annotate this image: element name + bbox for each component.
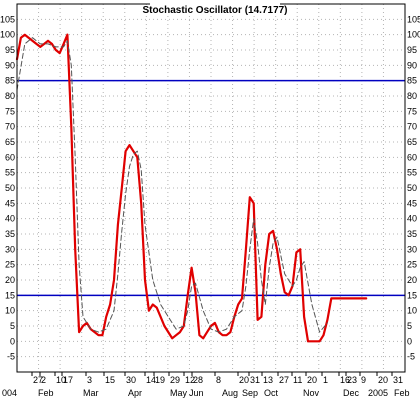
x-month-label: Sep bbox=[242, 388, 258, 398]
title-backdrop bbox=[150, 3, 280, 16]
oscillator-line bbox=[15, 33, 368, 343]
x-day-label: 11 bbox=[293, 375, 302, 385]
x-day-label: 12 bbox=[185, 375, 195, 385]
x-day-label: 28 bbox=[193, 375, 203, 385]
x-month-label: Apr bbox=[128, 388, 142, 398]
y-tick-label-left: 85 bbox=[5, 76, 15, 86]
y-tick-label-right: 70 bbox=[407, 122, 417, 132]
y-tick-label-right: 0 bbox=[407, 336, 412, 346]
x-day-label: 20 bbox=[378, 375, 388, 385]
x-day-label: 2 bbox=[41, 375, 46, 385]
series-layer bbox=[15, 33, 368, 343]
x-day-label: 15 bbox=[105, 375, 115, 385]
y-tick-label-left: 55 bbox=[5, 168, 15, 178]
y-tick-label-right: 100 bbox=[407, 30, 420, 40]
y-tick-label-left: 35 bbox=[5, 229, 15, 239]
y-tick-label-left: 75 bbox=[5, 106, 15, 116]
y-tick-label-right: 85 bbox=[407, 76, 417, 86]
chart-title: Stochastic Oscillator (14.7177) bbox=[142, 5, 287, 16]
y-tick-label-right: 75 bbox=[407, 106, 417, 116]
x-month-label: Oct bbox=[264, 388, 279, 398]
x-month-label: 004 bbox=[2, 388, 17, 398]
x-day-label: 9 bbox=[361, 375, 366, 385]
x-day-label: 3 bbox=[87, 375, 92, 385]
y-tick-label-left: 30 bbox=[5, 244, 15, 254]
y-tick-label-right: -5 bbox=[407, 352, 415, 362]
y-tick-label-left: 80 bbox=[5, 91, 15, 101]
y-tick-label-left: 20 bbox=[5, 275, 15, 285]
x-day-label: 13 bbox=[263, 375, 273, 385]
x-day-label: 31 bbox=[250, 375, 260, 385]
y-tick-label-right: 95 bbox=[407, 45, 417, 55]
x-day-label: 19 bbox=[155, 375, 165, 385]
y-tick-label-right: 25 bbox=[407, 260, 417, 270]
y-tick-label-left: 60 bbox=[5, 152, 15, 162]
x-day-label: 30 bbox=[126, 375, 136, 385]
y-tick-label-left: 25 bbox=[5, 260, 15, 270]
y-tick-label-right: 35 bbox=[407, 229, 417, 239]
x-day-label: 1 bbox=[323, 375, 328, 385]
x-month-label: Nov bbox=[303, 388, 320, 398]
x-month-label: Jun bbox=[189, 388, 204, 398]
y-tick-label-right: 60 bbox=[407, 152, 417, 162]
y-tick-label-left: 90 bbox=[5, 60, 15, 70]
x-day-label: 20 bbox=[307, 375, 317, 385]
y-tick-label-left: 65 bbox=[5, 137, 15, 147]
x-month-label: May bbox=[170, 388, 188, 398]
y-tick-label-left: 40 bbox=[5, 214, 15, 224]
x-day-label: 14 bbox=[146, 375, 156, 385]
x-month-label: Feb bbox=[394, 388, 410, 398]
y-tick-label-right: 45 bbox=[407, 198, 417, 208]
y-tick-label-left: 45 bbox=[5, 198, 15, 208]
y-tick-label-right: 90 bbox=[407, 60, 417, 70]
y-tick-label-left: 100 bbox=[0, 30, 15, 40]
x-day-label: 17 bbox=[63, 375, 73, 385]
y-tick-label-left: 50 bbox=[5, 183, 15, 193]
y-tick-label-right: 10 bbox=[407, 306, 417, 316]
y-tick-label-right: 30 bbox=[407, 244, 417, 254]
x-day-label: 27 bbox=[33, 375, 43, 385]
y-tick-label-right: 105 bbox=[407, 14, 420, 24]
x-month-label: 2005 bbox=[368, 388, 388, 398]
x-month-label: Mar bbox=[83, 388, 99, 398]
y-tick-label-right: 80 bbox=[407, 91, 417, 101]
x-day-label: 20 bbox=[239, 375, 249, 385]
grid-layer bbox=[17, 4, 405, 372]
signal-line-dashed bbox=[16, 37, 328, 333]
x-day-label: 10 bbox=[56, 375, 66, 385]
x-day-label: 8 bbox=[216, 375, 221, 385]
y-tick-label-left: 10 bbox=[5, 306, 15, 316]
y-tick-label-right: 20 bbox=[407, 275, 417, 285]
x-day-label: 31 bbox=[393, 375, 403, 385]
x-day-label: 27 bbox=[279, 375, 289, 385]
x-month-label: Aug bbox=[222, 388, 238, 398]
y-tick-label-right: 40 bbox=[407, 214, 417, 224]
x-month-label: Feb bbox=[38, 388, 54, 398]
x-day-label: 16 bbox=[340, 375, 350, 385]
y-tick-label-left: 5 bbox=[10, 321, 15, 331]
y-tick-label-right: 65 bbox=[407, 137, 417, 147]
x-day-label: 23 bbox=[347, 375, 357, 385]
y-tick-label-left: 0 bbox=[10, 336, 15, 346]
y-tick-label-right: 15 bbox=[407, 290, 417, 300]
y-tick-label-left: 105 bbox=[0, 14, 15, 24]
y-tick-label-right: 55 bbox=[407, 168, 417, 178]
y-tick-label-left: 70 bbox=[5, 122, 15, 132]
y-tick-label-left: 15 bbox=[5, 290, 15, 300]
y-tick-label-right: 50 bbox=[407, 183, 417, 193]
x-day-label: 29 bbox=[170, 375, 180, 385]
y-tick-label-left: 95 bbox=[5, 45, 15, 55]
x-month-label: Dec bbox=[343, 388, 360, 398]
y-tick-label-right: 5 bbox=[407, 321, 412, 331]
y-tick-label-left: -5 bbox=[7, 352, 15, 362]
